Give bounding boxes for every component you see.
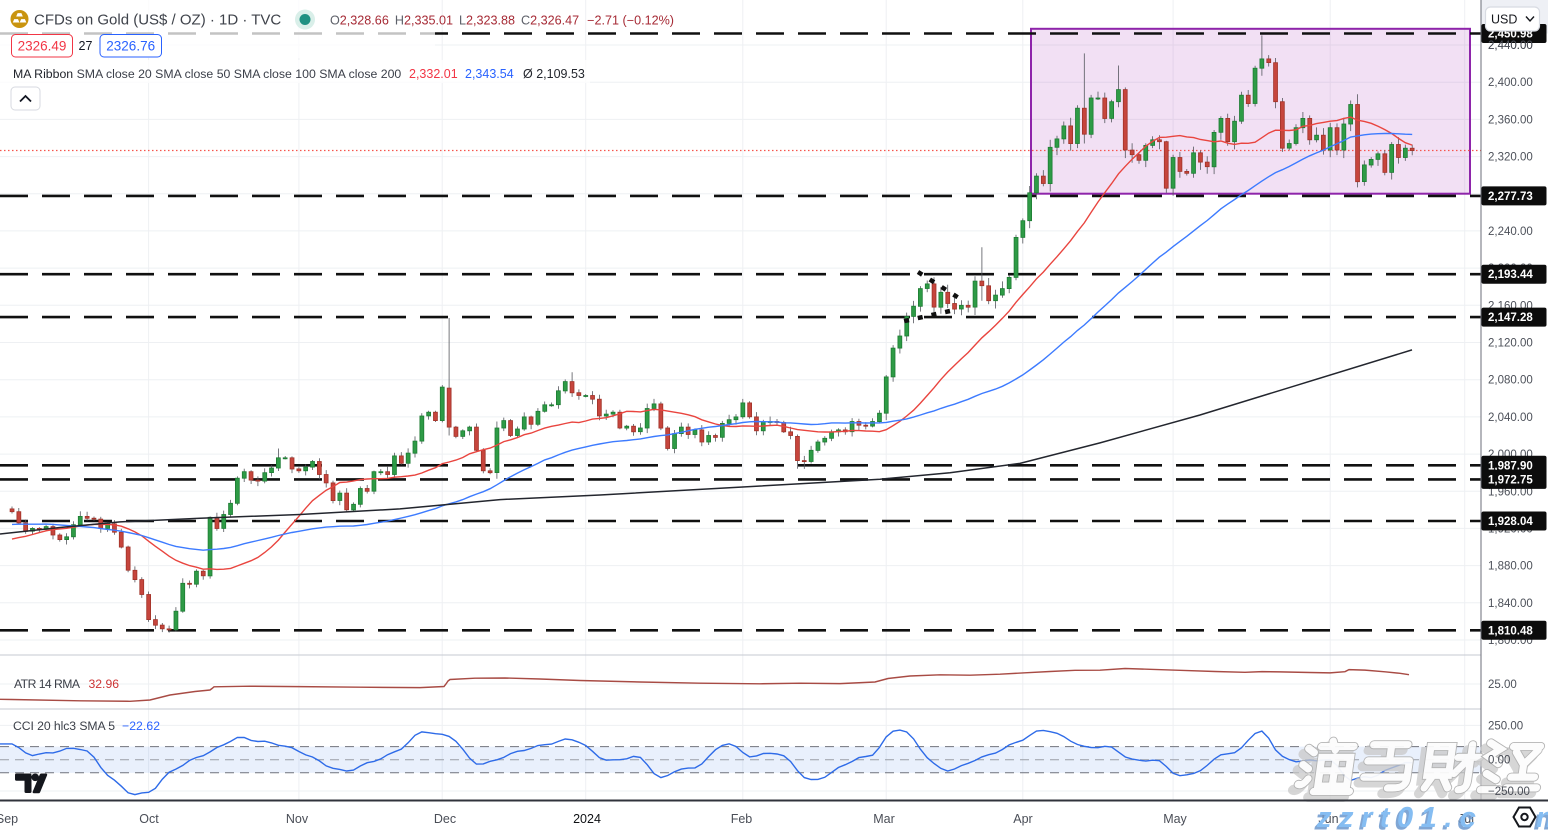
svg-text:Sep: Sep [0,812,18,826]
svg-text:Jul: Jul [1458,812,1474,826]
svg-text:2,240.00: 2,240.00 [1488,226,1533,238]
svg-text:−22.62: −22.62 [122,719,160,733]
svg-text:2,343.54: 2,343.54 [465,67,514,81]
svg-text:n: n [1534,805,1548,833]
svg-text:2,360.00: 2,360.00 [1488,114,1533,126]
svg-text:CCI 20 hlc3 SMA 5: CCI 20 hlc3 SMA 5 [13,719,115,733]
svg-text:2,147.28: 2,147.28 [1488,312,1533,324]
svg-text:MA Ribbon SMA close 20 SMA clo: MA Ribbon SMA close 20 SMA close 50 SMA … [13,67,401,81]
svg-text:USD: USD [1491,13,1517,27]
svg-text:Apr: Apr [1013,812,1032,826]
svg-text:1,880.00: 1,880.00 [1488,561,1533,573]
svg-text:27: 27 [79,39,93,53]
svg-text:Dec: Dec [434,812,456,826]
svg-text:25.00: 25.00 [1488,679,1517,691]
svg-text:2,332.01: 2,332.01 [409,67,458,81]
svg-text:2,080.00: 2,080.00 [1488,375,1533,387]
svg-text:Ø 2,109.53: Ø 2,109.53 [523,67,585,81]
svg-text:1,810.48: 1,810.48 [1488,625,1533,637]
svg-text:zzrt01.c: zzrt01.c [1316,802,1483,833]
svg-text:CFDs on Gold (US$ / OZ) · 1D ·: CFDs on Gold (US$ / OZ) · 1D · TVC [34,12,281,29]
svg-text:1,972.75: 1,972.75 [1488,474,1533,486]
svg-text:2,320.00: 2,320.00 [1488,152,1533,164]
svg-text:Feb: Feb [731,812,753,826]
svg-text:1,840.00: 1,840.00 [1488,598,1533,610]
svg-text:Mar: Mar [873,812,895,826]
svg-text:ATR 14 RMA: ATR 14 RMA [14,677,81,691]
svg-text:1,928.04: 1,928.04 [1488,516,1533,528]
svg-text:2,277.73: 2,277.73 [1488,191,1533,203]
svg-text:Jun: Jun [1318,812,1338,826]
svg-text:1,987.90: 1,987.90 [1488,460,1533,472]
svg-text:250.00: 250.00 [1488,720,1523,732]
svg-text:2,193.44: 2,193.44 [1488,269,1533,281]
svg-text:32.96: 32.96 [89,677,120,691]
svg-text:2,440.00: 2,440.00 [1488,40,1533,52]
svg-text:n: n [1536,802,1548,833]
svg-text:2,040.00: 2,040.00 [1488,412,1533,424]
svg-text:0.00: 0.00 [1488,755,1510,767]
svg-text:1,960.00: 1,960.00 [1488,486,1533,498]
svg-text:Oct: Oct [139,812,159,826]
svg-text:2,400.00: 2,400.00 [1488,77,1533,89]
svg-text:−250.00: −250.00 [1488,786,1530,798]
svg-text:zzrt01.c: zzrt01.c [1314,805,1481,833]
svg-text:2326.76: 2326.76 [106,39,155,54]
svg-text:2,120.00: 2,120.00 [1488,338,1533,350]
svg-text:Nov: Nov [286,812,309,826]
svg-text:2326.49: 2326.49 [18,39,67,54]
svg-text:2024: 2024 [573,812,601,826]
svg-text:May: May [1163,812,1187,826]
